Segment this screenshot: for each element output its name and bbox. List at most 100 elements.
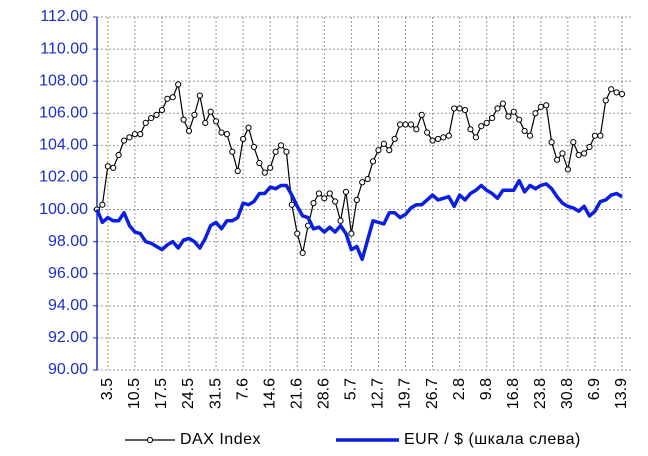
x-tick-label: 28.6 xyxy=(316,378,333,409)
x-tick-label: 2.8 xyxy=(451,378,468,400)
series-line xyxy=(95,178,623,262)
point-marker xyxy=(418,111,425,118)
point-marker xyxy=(212,118,220,125)
x-tick-label: 31.5 xyxy=(207,378,224,409)
point-marker xyxy=(434,135,442,143)
point-marker xyxy=(591,132,599,139)
x-tick-label: 3.5 xyxy=(99,378,116,400)
point-marker xyxy=(445,132,452,139)
point-marker xyxy=(586,143,593,151)
point-marker xyxy=(342,188,350,195)
point-marker xyxy=(499,100,507,107)
series-line xyxy=(96,83,623,254)
point-marker xyxy=(137,131,144,138)
y-tick-label: 104.00 xyxy=(39,137,88,154)
point-marker xyxy=(196,92,203,99)
point-marker xyxy=(126,134,133,141)
point-marker xyxy=(115,151,122,159)
point-marker xyxy=(267,164,274,171)
legend-label: DAX Index xyxy=(180,431,261,448)
point-marker xyxy=(348,230,355,237)
point-marker xyxy=(494,105,501,112)
point-marker xyxy=(169,94,176,101)
point-marker xyxy=(375,147,382,154)
point-marker xyxy=(564,166,571,173)
point-marker xyxy=(521,127,528,135)
point-marker xyxy=(581,150,588,157)
y-tick-label: 112.00 xyxy=(40,8,88,25)
y-tick-label: 102.00 xyxy=(39,169,88,186)
point-marker xyxy=(618,90,626,98)
point-marker xyxy=(359,179,366,186)
point-marker xyxy=(548,139,555,146)
y-tick-label: 92.00 xyxy=(48,329,88,346)
point-marker xyxy=(234,167,241,175)
point-marker xyxy=(461,106,469,114)
point-marker xyxy=(207,108,214,115)
point-marker xyxy=(451,105,458,112)
point-marker xyxy=(526,132,534,139)
point-marker xyxy=(294,230,301,237)
x-tick-label: 9.8 xyxy=(478,378,495,400)
x-tick-label: 30.8 xyxy=(559,378,576,409)
point-marker xyxy=(158,106,166,114)
y-tick-label: 108.00 xyxy=(39,72,88,89)
x-tick-label: 14.6 xyxy=(261,378,278,409)
point-marker xyxy=(321,195,328,202)
point-marker xyxy=(553,156,561,163)
point-marker xyxy=(613,89,620,96)
point-marker xyxy=(240,135,247,143)
y-tick-label: 110.00 xyxy=(40,40,88,57)
point-marker xyxy=(153,111,160,118)
point-marker xyxy=(602,97,609,104)
legend-label: EUR / $ (шкала слева) xyxy=(404,431,581,448)
x-tick-label: 26.7 xyxy=(424,378,441,409)
point-marker xyxy=(364,175,371,183)
point-marker xyxy=(110,164,117,171)
point-marker xyxy=(369,158,377,165)
point-marker xyxy=(256,159,263,167)
point-marker xyxy=(120,137,128,144)
point-marker xyxy=(505,113,512,120)
point-marker xyxy=(407,121,415,128)
point-marker xyxy=(326,190,333,197)
x-tick-label: 13.9 xyxy=(613,378,630,409)
point-marker xyxy=(386,147,393,154)
x-tick-label: 19.7 xyxy=(397,378,414,409)
point-marker xyxy=(261,169,268,176)
x-tick-label: 10.5 xyxy=(126,378,143,409)
point-marker xyxy=(516,116,523,123)
point-marker xyxy=(229,148,236,155)
legend-marker xyxy=(146,436,154,444)
point-marker xyxy=(510,108,517,115)
point-marker xyxy=(467,126,474,133)
point-marker xyxy=(250,143,258,151)
point-marker xyxy=(380,140,387,147)
point-marker xyxy=(104,163,111,170)
point-marker xyxy=(559,150,566,157)
point-marker xyxy=(440,134,447,141)
x-tick-label: 24.5 xyxy=(180,378,197,409)
point-marker xyxy=(429,137,436,144)
point-marker xyxy=(223,131,230,138)
point-marker xyxy=(315,190,323,197)
point-marker xyxy=(131,131,138,138)
x-tick-label: 6.9 xyxy=(586,378,603,400)
point-marker xyxy=(608,86,615,93)
x-tick-label: 5.7 xyxy=(343,378,360,400)
point-marker xyxy=(191,111,198,118)
point-marker xyxy=(310,200,317,207)
y-tick-label: 96.00 xyxy=(48,265,88,282)
point-marker xyxy=(245,124,252,131)
point-marker xyxy=(164,95,171,102)
x-tick-label: 21.6 xyxy=(288,378,305,409)
point-marker xyxy=(597,132,604,139)
point-marker xyxy=(456,105,463,112)
point-marker xyxy=(175,81,182,88)
point-marker xyxy=(180,116,187,123)
point-marker xyxy=(402,121,409,128)
point-marker xyxy=(489,114,496,122)
point-marker xyxy=(277,142,285,149)
point-marker xyxy=(472,134,479,141)
